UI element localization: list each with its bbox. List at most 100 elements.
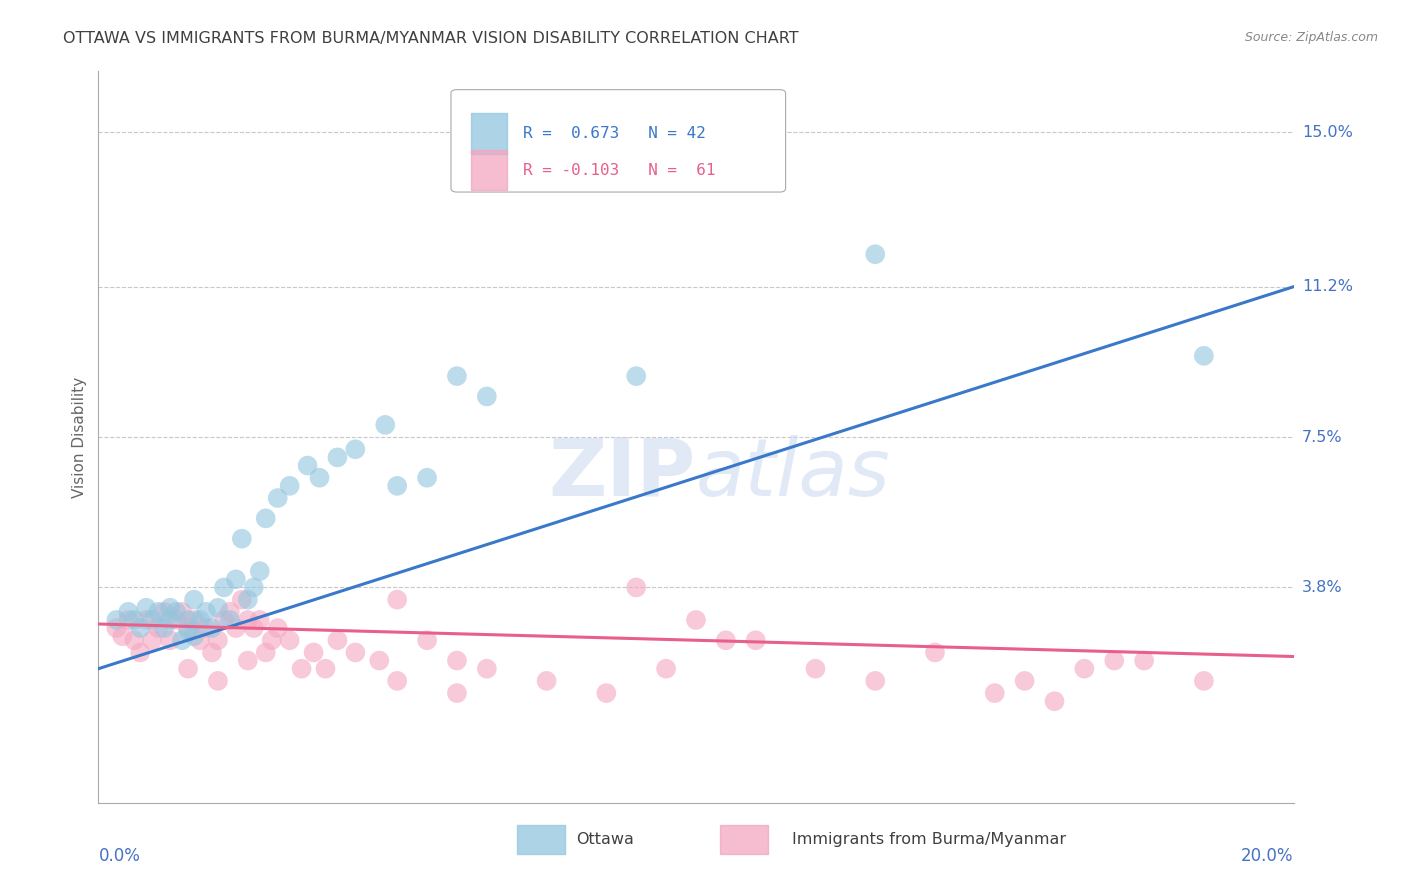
Bar	[517, 825, 565, 854]
Point	[141, 633, 163, 648]
Point	[1133, 654, 1156, 668]
Point	[385, 673, 409, 688]
Point	[315, 662, 337, 676]
Point	[278, 633, 301, 648]
Point	[249, 564, 271, 578]
Point	[475, 662, 498, 676]
Point	[416, 471, 439, 485]
Point	[344, 645, 367, 659]
Point	[159, 633, 181, 648]
Point	[685, 613, 707, 627]
Point	[225, 621, 247, 635]
Text: R =  0.673   N = 42: R = 0.673 N = 42	[523, 126, 706, 141]
Point	[183, 629, 205, 643]
Point	[236, 592, 259, 607]
Point	[374, 417, 396, 432]
Text: OTTAWA VS IMMIGRANTS FROM BURMA/MYANMAR VISION DISABILITY CORRELATION CHART: OTTAWA VS IMMIGRANTS FROM BURMA/MYANMAR …	[63, 31, 799, 46]
Point	[188, 613, 211, 627]
Point	[260, 633, 283, 648]
Point	[117, 613, 139, 627]
Point	[626, 369, 648, 384]
Point	[385, 479, 409, 493]
Bar	[471, 150, 508, 190]
Point	[219, 613, 242, 627]
Point	[219, 605, 242, 619]
Point	[446, 654, 468, 668]
Point	[177, 662, 200, 676]
Point	[278, 479, 301, 493]
Point	[183, 592, 205, 607]
Point	[135, 600, 157, 615]
Point	[595, 686, 617, 700]
Text: atlas: atlas	[696, 434, 891, 513]
Point	[924, 645, 946, 659]
Point	[172, 605, 194, 619]
Point	[183, 613, 205, 627]
Point	[124, 613, 146, 627]
Point	[236, 654, 259, 668]
Point	[195, 621, 218, 635]
Point	[195, 605, 218, 619]
Point	[446, 686, 468, 700]
Text: 3.8%: 3.8%	[1302, 580, 1343, 595]
Point	[865, 673, 887, 688]
Point	[1073, 662, 1095, 676]
Point	[231, 532, 253, 546]
Point	[148, 621, 170, 635]
Point	[153, 605, 176, 619]
Point	[148, 605, 170, 619]
Point	[172, 633, 194, 648]
Point	[745, 633, 768, 648]
Point	[135, 613, 157, 627]
Point	[177, 621, 200, 635]
Point	[231, 592, 253, 607]
Point	[536, 673, 558, 688]
Point	[243, 581, 266, 595]
Text: Source: ZipAtlas.com: Source: ZipAtlas.com	[1244, 31, 1378, 45]
Point	[385, 592, 409, 607]
Text: ZIP: ZIP	[548, 434, 696, 513]
Point	[212, 613, 235, 627]
Bar	[471, 113, 508, 153]
Y-axis label: Vision Disability: Vision Disability	[72, 376, 87, 498]
Point	[249, 613, 271, 627]
Point	[177, 625, 200, 640]
Point	[201, 621, 224, 635]
Point	[655, 662, 678, 676]
Point	[446, 369, 468, 384]
Text: 11.2%: 11.2%	[1302, 279, 1353, 294]
Point	[254, 645, 277, 659]
Text: 7.5%: 7.5%	[1302, 430, 1343, 444]
Point	[105, 621, 128, 635]
Point	[714, 633, 737, 648]
Point	[865, 247, 887, 261]
Point	[153, 621, 176, 635]
Point	[207, 633, 229, 648]
FancyBboxPatch shape	[451, 90, 786, 192]
Text: Ottawa: Ottawa	[576, 832, 634, 847]
Point	[297, 458, 319, 473]
Text: 0.0%: 0.0%	[98, 847, 141, 865]
Point	[177, 613, 200, 627]
Point	[159, 613, 181, 627]
Point	[207, 600, 229, 615]
Point	[308, 471, 330, 485]
Point	[117, 605, 139, 619]
Point	[984, 686, 1007, 700]
Point	[416, 633, 439, 648]
Point	[201, 645, 224, 659]
Point	[243, 621, 266, 635]
Point	[141, 613, 163, 627]
Point	[105, 613, 128, 627]
Point	[165, 605, 187, 619]
Point	[129, 645, 152, 659]
Point	[326, 450, 349, 465]
Bar	[720, 825, 768, 854]
Point	[188, 633, 211, 648]
Point	[344, 442, 367, 457]
Text: R = -0.103   N =  61: R = -0.103 N = 61	[523, 162, 716, 178]
Point	[111, 629, 134, 643]
Point	[254, 511, 277, 525]
Point	[1104, 654, 1126, 668]
Text: 20.0%: 20.0%	[1241, 847, 1294, 865]
